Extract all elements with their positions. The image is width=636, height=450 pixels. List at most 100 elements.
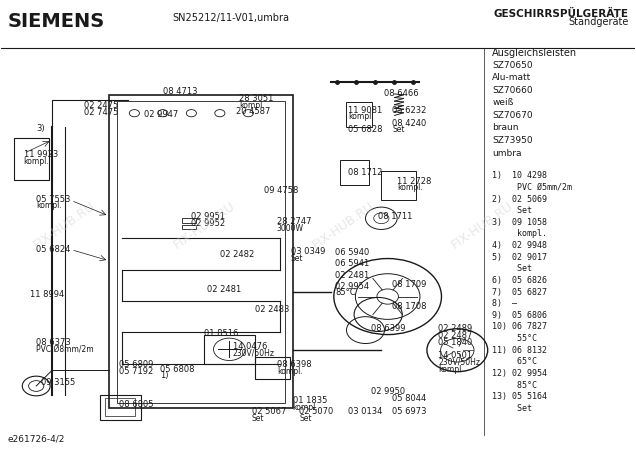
Text: 05 7192: 05 7192 xyxy=(118,367,153,376)
Text: 11 9923: 11 9923 xyxy=(24,150,58,159)
Text: Set: Set xyxy=(492,264,532,273)
Text: 85°C: 85°C xyxy=(492,381,537,390)
Text: 02 2475: 02 2475 xyxy=(84,101,118,110)
Text: 2)  02 5069: 2) 02 5069 xyxy=(492,194,547,203)
Text: 11 2728: 11 2728 xyxy=(397,177,432,186)
Text: 3000W: 3000W xyxy=(277,224,304,233)
Text: SIEMENS: SIEMENS xyxy=(8,12,105,31)
Text: 08 1709: 08 1709 xyxy=(392,279,427,288)
Bar xyxy=(254,357,289,379)
Text: 09 4758: 09 4758 xyxy=(264,185,298,194)
Text: 08 1708: 08 1708 xyxy=(392,302,427,311)
Bar xyxy=(116,101,285,403)
Text: FIX-HUB.RU: FIX-HUB.RU xyxy=(310,199,377,251)
Text: 02 2481: 02 2481 xyxy=(335,270,370,279)
Text: kompl.: kompl. xyxy=(397,184,423,193)
Text: PVC Ø8mm/2m: PVC Ø8mm/2m xyxy=(36,345,94,354)
Text: kompl.: kompl. xyxy=(36,201,62,210)
Text: Ausgleichsleisten: Ausgleichsleisten xyxy=(492,48,577,58)
Text: SN25212/11-V01,umbra: SN25212/11-V01,umbra xyxy=(172,14,289,23)
Text: 05 6973: 05 6973 xyxy=(392,407,427,416)
Bar xyxy=(182,218,196,223)
Text: Set: Set xyxy=(299,414,312,423)
Text: FIX-HUB.RU: FIX-HUB.RU xyxy=(31,199,98,251)
Text: 08 1711: 08 1711 xyxy=(378,212,413,221)
Text: kompl.: kompl. xyxy=(438,364,464,373)
Text: weiß: weiß xyxy=(492,99,513,108)
Text: 05 6808: 05 6808 xyxy=(160,364,194,373)
Text: braun: braun xyxy=(492,123,518,132)
Text: kompl.: kompl. xyxy=(349,112,374,121)
Text: PVC Ø5mm/2m: PVC Ø5mm/2m xyxy=(492,183,572,192)
Text: 02 5070: 02 5070 xyxy=(299,407,333,416)
Text: 1): 1) xyxy=(160,371,168,380)
Text: 08 6398: 08 6398 xyxy=(277,360,312,369)
Text: 11) 06 8132: 11) 06 8132 xyxy=(492,346,547,355)
Text: 03 0134: 03 0134 xyxy=(349,407,383,416)
Text: 28 3051: 28 3051 xyxy=(239,94,273,103)
Bar xyxy=(109,95,293,408)
Text: Set: Set xyxy=(392,125,404,134)
Text: 11 8994: 11 8994 xyxy=(30,290,64,299)
Text: 5)  02 9017: 5) 02 9017 xyxy=(492,253,547,262)
Text: 02 9950: 02 9950 xyxy=(371,387,404,396)
Text: 08 6805: 08 6805 xyxy=(118,400,153,410)
Text: 08 6399: 08 6399 xyxy=(371,324,405,333)
Text: 6)  05 6826: 6) 05 6826 xyxy=(492,276,547,285)
Text: kompl.: kompl. xyxy=(492,230,547,238)
Text: 05 7553: 05 7553 xyxy=(36,194,71,203)
Text: 1)  10 4298: 1) 10 4298 xyxy=(492,171,547,180)
Text: 12) 02 9954: 12) 02 9954 xyxy=(492,369,547,378)
Text: kompl.: kompl. xyxy=(24,157,50,166)
Bar xyxy=(100,395,141,419)
Text: 65°C: 65°C xyxy=(492,357,537,366)
Text: FIX-HUB.RU: FIX-HUB.RU xyxy=(170,199,237,251)
Text: 02 2487: 02 2487 xyxy=(438,331,473,340)
Bar xyxy=(204,334,254,364)
Text: 02 2483: 02 2483 xyxy=(254,306,289,315)
Text: Standgeräte: Standgeräte xyxy=(568,17,628,27)
Text: 02 9951: 02 9951 xyxy=(191,212,226,221)
Text: 03 0349: 03 0349 xyxy=(291,248,325,256)
Text: 14 0501: 14 0501 xyxy=(438,351,473,360)
Text: SZ73950: SZ73950 xyxy=(492,136,533,145)
Bar xyxy=(340,160,369,185)
Text: e261726-4/2: e261726-4/2 xyxy=(8,434,65,443)
Text: SZ70670: SZ70670 xyxy=(492,111,533,120)
Text: 20 4587: 20 4587 xyxy=(236,108,270,117)
Text: 3)  09 1058: 3) 09 1058 xyxy=(492,218,547,227)
Text: 08 4713: 08 4713 xyxy=(163,87,197,96)
Text: 02 9947: 02 9947 xyxy=(144,110,178,119)
Text: SZ70660: SZ70660 xyxy=(492,86,533,95)
Text: 02 2489: 02 2489 xyxy=(438,324,473,333)
Text: 08 6466: 08 6466 xyxy=(384,90,418,99)
Text: GESCHIRRSPÜLGERÄTE: GESCHIRRSPÜLGERÄTE xyxy=(494,9,628,19)
Bar xyxy=(382,171,416,200)
Text: 05 6232: 05 6232 xyxy=(392,106,427,115)
Text: 05 6824: 05 6824 xyxy=(36,245,71,254)
Text: 02 7475: 02 7475 xyxy=(84,108,118,117)
Bar xyxy=(347,102,372,126)
Text: 05 6828: 05 6828 xyxy=(349,125,383,134)
Text: 7)  05 6827: 7) 05 6827 xyxy=(492,288,547,297)
Text: 55°C: 55°C xyxy=(492,334,537,343)
Text: 09 3155: 09 3155 xyxy=(41,378,75,387)
Text: 08 4240: 08 4240 xyxy=(392,118,426,127)
Text: SZ70650: SZ70650 xyxy=(492,61,533,70)
Bar xyxy=(182,225,196,230)
Text: 08 1712: 08 1712 xyxy=(349,168,383,177)
Text: 01 1835: 01 1835 xyxy=(293,396,327,405)
Text: FIX-HUB.RU: FIX-HUB.RU xyxy=(449,199,516,251)
Text: 05 8044: 05 8044 xyxy=(392,394,426,403)
Text: Alu-matt: Alu-matt xyxy=(492,73,532,82)
Text: 06 5940: 06 5940 xyxy=(335,248,370,257)
Text: 230V/50Hz: 230V/50Hz xyxy=(233,349,275,358)
Text: 08 6373: 08 6373 xyxy=(36,338,71,346)
Text: 85°C: 85°C xyxy=(335,288,356,297)
Text: 05 6809: 05 6809 xyxy=(118,360,153,369)
Text: Set: Set xyxy=(251,414,264,423)
Text: 11 9081: 11 9081 xyxy=(349,106,383,115)
Text: 01 8516: 01 8516 xyxy=(204,329,238,338)
Text: 10) 06 7827: 10) 06 7827 xyxy=(492,323,547,332)
Text: Set: Set xyxy=(492,404,532,413)
